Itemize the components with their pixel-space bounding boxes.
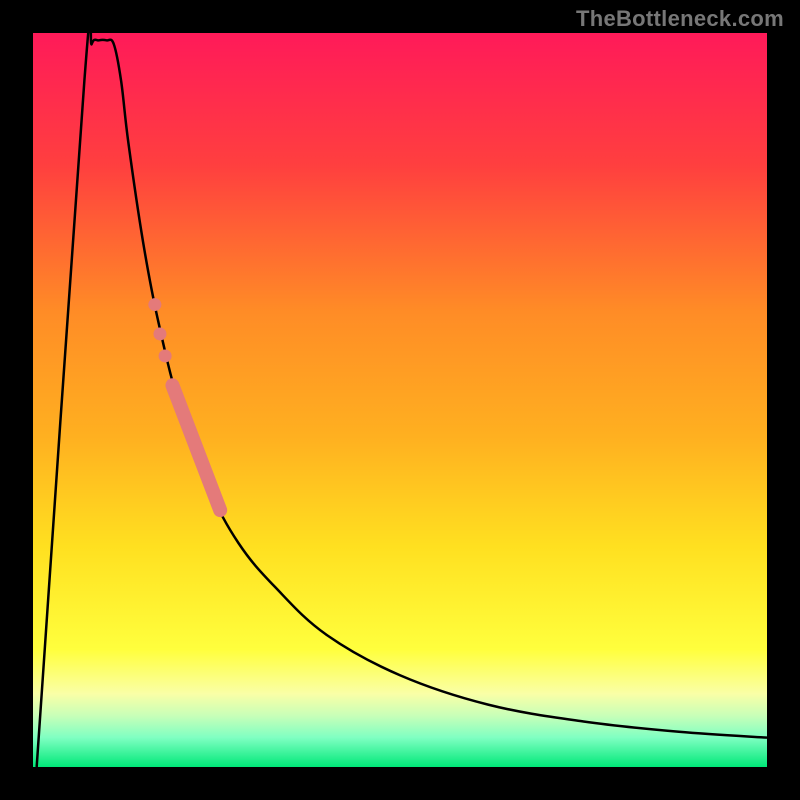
chart-container <box>33 33 767 767</box>
bottleneck-chart <box>33 33 767 767</box>
watermark-text: TheBottleneck.com <box>576 6 784 32</box>
marker-dot <box>159 349 172 362</box>
marker-dot <box>153 327 166 340</box>
marker-dot <box>148 298 161 311</box>
chart-background <box>33 33 767 767</box>
